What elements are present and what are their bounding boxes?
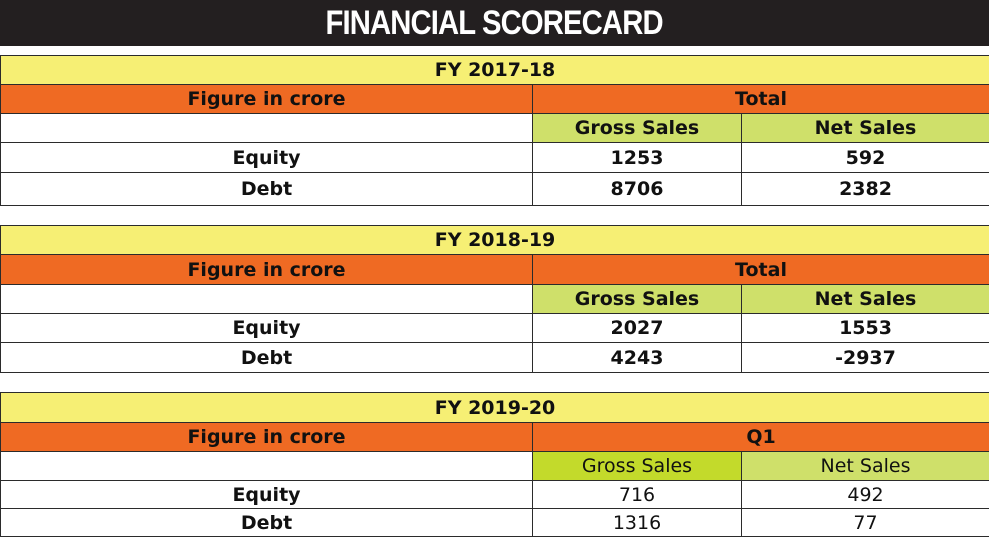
table-row: Debt 4243 -2937 <box>1 343 989 373</box>
net-sales-value: 2382 <box>742 173 989 206</box>
empty-header-cell <box>1 285 533 314</box>
row-label: Debt <box>1 343 533 373</box>
row-label: Debt <box>1 509 533 537</box>
scorecard-table-fy2019-20: FY 2019-20 Figure in crore Q1 Gross Sale… <box>0 392 989 537</box>
gross-sales-value: 2027 <box>533 314 742 343</box>
table-row: Equity 1253 592 <box>1 143 989 173</box>
column-header-net-sales: Net Sales <box>742 452 989 481</box>
table-row: Debt 8706 2382 <box>1 173 989 206</box>
net-sales-value: 1553 <box>742 314 989 343</box>
row-label: Equity <box>1 481 533 509</box>
row-header-label: Figure in crore <box>1 255 533 285</box>
scorecard-table-fy2017-18: FY 2017-18 Figure in crore Total Gross S… <box>0 55 989 206</box>
fiscal-year-header: FY 2018-19 <box>1 226 989 255</box>
empty-header-cell <box>1 452 533 481</box>
gross-sales-value: 4243 <box>533 343 742 373</box>
column-header-gross-sales: Gross Sales <box>533 285 742 314</box>
fiscal-year-header: FY 2019-20 <box>1 393 989 423</box>
empty-header-cell <box>1 114 533 143</box>
net-sales-value: 592 <box>742 143 989 173</box>
net-sales-value: -2937 <box>742 343 989 373</box>
table-row: Equity 716 492 <box>1 481 989 509</box>
net-sales-value: 77 <box>742 509 989 537</box>
column-group-header: Q1 <box>533 423 989 452</box>
scorecard-table-fy2018-19: FY 2018-19 Figure in crore Total Gross S… <box>0 225 989 373</box>
gross-sales-value: 8706 <box>533 173 742 206</box>
gross-sales-value: 1253 <box>533 143 742 173</box>
row-label: Equity <box>1 143 533 173</box>
scorecard-title: FINANCIAL SCORECARD <box>0 0 989 46</box>
column-header-gross-sales: Gross Sales <box>533 452 742 481</box>
row-label: Debt <box>1 173 533 206</box>
column-group-header: Total <box>533 85 989 114</box>
row-header-label: Figure in crore <box>1 423 533 452</box>
row-header-label: Figure in crore <box>1 85 533 114</box>
column-group-header: Total <box>533 255 989 285</box>
gross-sales-value: 1316 <box>533 509 742 537</box>
row-label: Equity <box>1 314 533 343</box>
fiscal-year-header: FY 2017-18 <box>1 56 989 85</box>
net-sales-value: 492 <box>742 481 989 509</box>
column-header-net-sales: Net Sales <box>742 285 989 314</box>
table-row: Debt 1316 77 <box>1 509 989 537</box>
column-header-gross-sales: Gross Sales <box>533 114 742 143</box>
gross-sales-value: 716 <box>533 481 742 509</box>
column-header-net-sales: Net Sales <box>742 114 989 143</box>
table-row: Equity 2027 1553 <box>1 314 989 343</box>
